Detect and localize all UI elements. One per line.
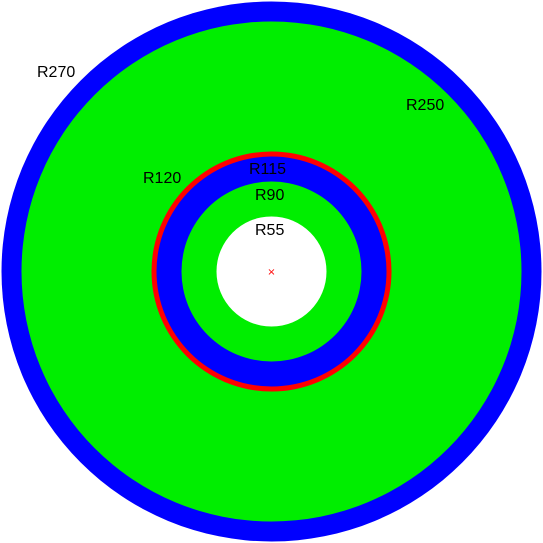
center-marker: ×	[267, 267, 275, 278]
label-r250: R250	[406, 97, 444, 114]
label-r55: R55	[255, 222, 284, 239]
labels-layer: R270 R250 R120 R115 R90 R55	[37, 64, 444, 239]
label-r115: R115	[249, 161, 286, 178]
label-r120: R120	[143, 170, 181, 187]
label-r90: R90	[255, 187, 284, 204]
label-r270: R270	[37, 64, 75, 81]
ring-r55	[216, 216, 327, 327]
